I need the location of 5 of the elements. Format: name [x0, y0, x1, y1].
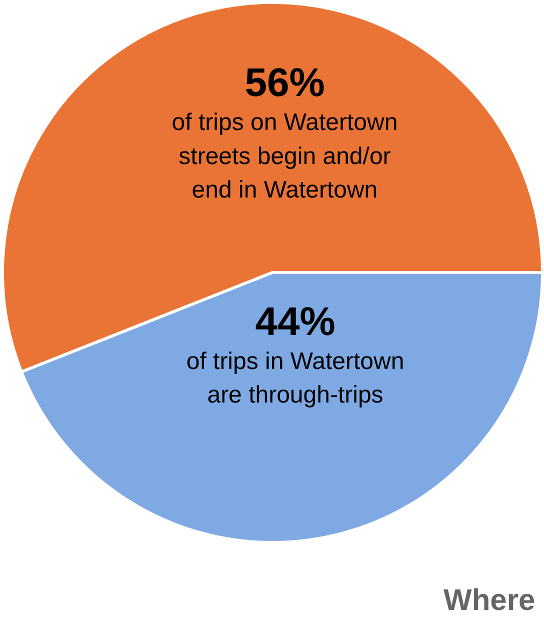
slice-label: of trips on Watertown streets begin and/or end in Watertown — [172, 109, 398, 204]
data-label: 56% — [244, 61, 325, 106]
text: Where — [444, 584, 536, 617]
data-label: 44% — [255, 300, 336, 344]
slice-label: of trips in Watertown are through-trips — [186, 348, 404, 409]
